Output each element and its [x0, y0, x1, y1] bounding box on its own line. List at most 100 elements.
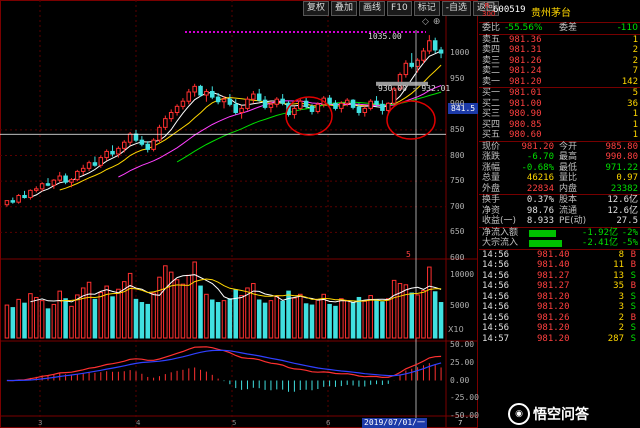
candle	[262, 99, 268, 108]
volume-bar	[427, 266, 432, 339]
candle	[233, 103, 238, 113]
volume-bar	[63, 298, 68, 339]
tick-row[interactable]: 14:56 981.20 3 S	[479, 302, 640, 313]
stat-value: 23382	[610, 183, 638, 194]
order-diff-value: -110	[617, 23, 638, 33]
stat-label: 股本	[559, 195, 578, 205]
candle	[86, 162, 92, 169]
candle	[292, 107, 297, 116]
toolbar-button-remove-watchlist[interactable]: -自选	[441, 1, 471, 16]
candle	[80, 167, 86, 172]
toolbar-button-restore-rights[interactable]: 复权	[303, 1, 330, 16]
stock-name[interactable]: 贵州茅台	[531, 8, 571, 19]
volume-bar	[327, 303, 332, 339]
x-tick: 7	[458, 419, 463, 427]
volume-bar	[22, 302, 27, 339]
toolbar-button-draw-line[interactable]: 画线	[359, 1, 386, 16]
stat-value: 971.22	[605, 162, 638, 173]
tick-row[interactable]: 14:56 981.26 2 B	[479, 313, 640, 324]
tick-volume: 11	[613, 260, 624, 270]
diamond-icon[interactable]: ◇	[422, 17, 429, 27]
tick-direction: B	[630, 249, 636, 260]
price-axis-label: 950	[450, 73, 465, 83]
sell-volume: 7	[632, 66, 638, 76]
buy-order-row[interactable]: 买一 981.01 5	[479, 88, 640, 99]
tick-time: 14:56	[482, 260, 510, 270]
volume-bar	[303, 303, 309, 339]
candle	[221, 98, 227, 103]
tick-price: 981.40	[537, 249, 570, 260]
stat-value: -0.68%	[521, 162, 554, 173]
volume-bar	[57, 290, 62, 339]
candle	[438, 49, 444, 54]
toolbar-button-overlay[interactable]: 叠加	[331, 1, 358, 16]
tick-volume: 2	[618, 312, 624, 323]
buy-volume: 1	[632, 119, 638, 130]
volume-bar	[16, 298, 21, 339]
buy-order-row[interactable]: 买二 981.00 36	[479, 99, 640, 110]
tick-row[interactable]: 14:56 981.20 3 S	[479, 292, 640, 303]
volume-bar	[4, 304, 10, 339]
price-axis-label: 700	[450, 201, 465, 211]
stock-code[interactable]: 600519	[493, 5, 526, 15]
tick-price: 981.20	[537, 323, 570, 333]
buy-order-row[interactable]: 买三 980.90 1	[479, 109, 640, 120]
candle	[22, 194, 27, 199]
ma5-line	[30, 50, 442, 198]
sell-order-row[interactable]: 卖三 981.26 2	[479, 56, 640, 67]
volume-bar	[415, 294, 420, 339]
tick-list[interactable]: 14:56 981.40 8 B 14:56 981.40 11 B 14:56 981.27 13…	[479, 250, 640, 345]
buy-order-row[interactable]: 买四 980.85 1	[479, 120, 640, 131]
tick-time: 14:56	[482, 312, 510, 323]
tick-row[interactable]: 14:56 981.40 11 B	[479, 260, 640, 271]
chart-canvas[interactable]	[0, 0, 478, 428]
sell-order-row[interactable]: 卖二 981.24 7	[479, 66, 640, 77]
sell-order-row[interactable]: 卖五 981.36 1	[479, 35, 640, 46]
stat-row: 涨跌 -6.70 最高 990.80	[479, 152, 640, 163]
stat-label: 最低	[559, 162, 578, 173]
stat-label: 总量	[482, 173, 501, 183]
tick-row[interactable]: 14:56 981.27 35 B	[479, 281, 640, 292]
price-axis-label: 650	[450, 227, 465, 237]
tick-row[interactable]: 14:56 981.40 8 B	[479, 250, 640, 261]
volume-bar	[28, 293, 33, 339]
chart-icon-group: ◇ ⊕	[422, 17, 440, 27]
candle	[333, 102, 338, 109]
x-tick: 3	[38, 419, 43, 427]
tick-direction: B	[630, 260, 636, 270]
volume-bar	[386, 298, 391, 339]
candle	[374, 100, 379, 105]
toolbar-button-f10[interactable]: F10	[387, 1, 412, 16]
sell-price: 981.36	[509, 34, 542, 45]
tick-volume: 8	[618, 249, 624, 260]
toolbar-button-mark[interactable]: 标记	[413, 1, 440, 16]
tick-price: 981.27	[537, 270, 570, 281]
volume-bar	[362, 300, 368, 339]
tick-price: 981.20	[537, 302, 570, 312]
price-axis-label: 1000	[450, 48, 470, 58]
candle	[268, 103, 274, 108]
sell-order-row[interactable]: 卖一 981.20 142	[479, 77, 640, 88]
volume-bar	[151, 292, 156, 339]
buy-order-row[interactable]: 买五 980.60 1	[479, 130, 640, 141]
sell-order-row[interactable]: 卖四 981.31 2	[479, 45, 640, 56]
crosshair-icon[interactable]: ⊕	[432, 17, 441, 27]
tick-time: 14:56	[482, 281, 510, 291]
kline-chart[interactable]: 复权 叠加 画线 F10 标记 -自选 返回 ◇ ⊕ 841.5 1035.00…	[0, 0, 499, 428]
candle	[239, 107, 244, 113]
candle	[380, 103, 385, 111]
tick-row[interactable]: 14:56 981.27 13 S	[479, 271, 640, 282]
volume-bar	[10, 307, 16, 339]
tick-row[interactable]: 14:57 981.20 287 S	[479, 334, 640, 345]
candle	[368, 100, 373, 109]
vol-ma5-line	[30, 274, 442, 304]
volume-bar	[292, 297, 297, 339]
tick-row[interactable]: 14:56 981.20 2 S	[479, 323, 640, 334]
flow-pct: -2%	[621, 227, 638, 238]
candle	[145, 143, 150, 150]
buy-price: 980.85	[509, 119, 542, 130]
candle	[215, 96, 221, 103]
toolbar-button-back[interactable]: 返回	[472, 1, 499, 16]
candle	[98, 157, 104, 166]
volume-axis-label: 10000	[450, 269, 475, 279]
